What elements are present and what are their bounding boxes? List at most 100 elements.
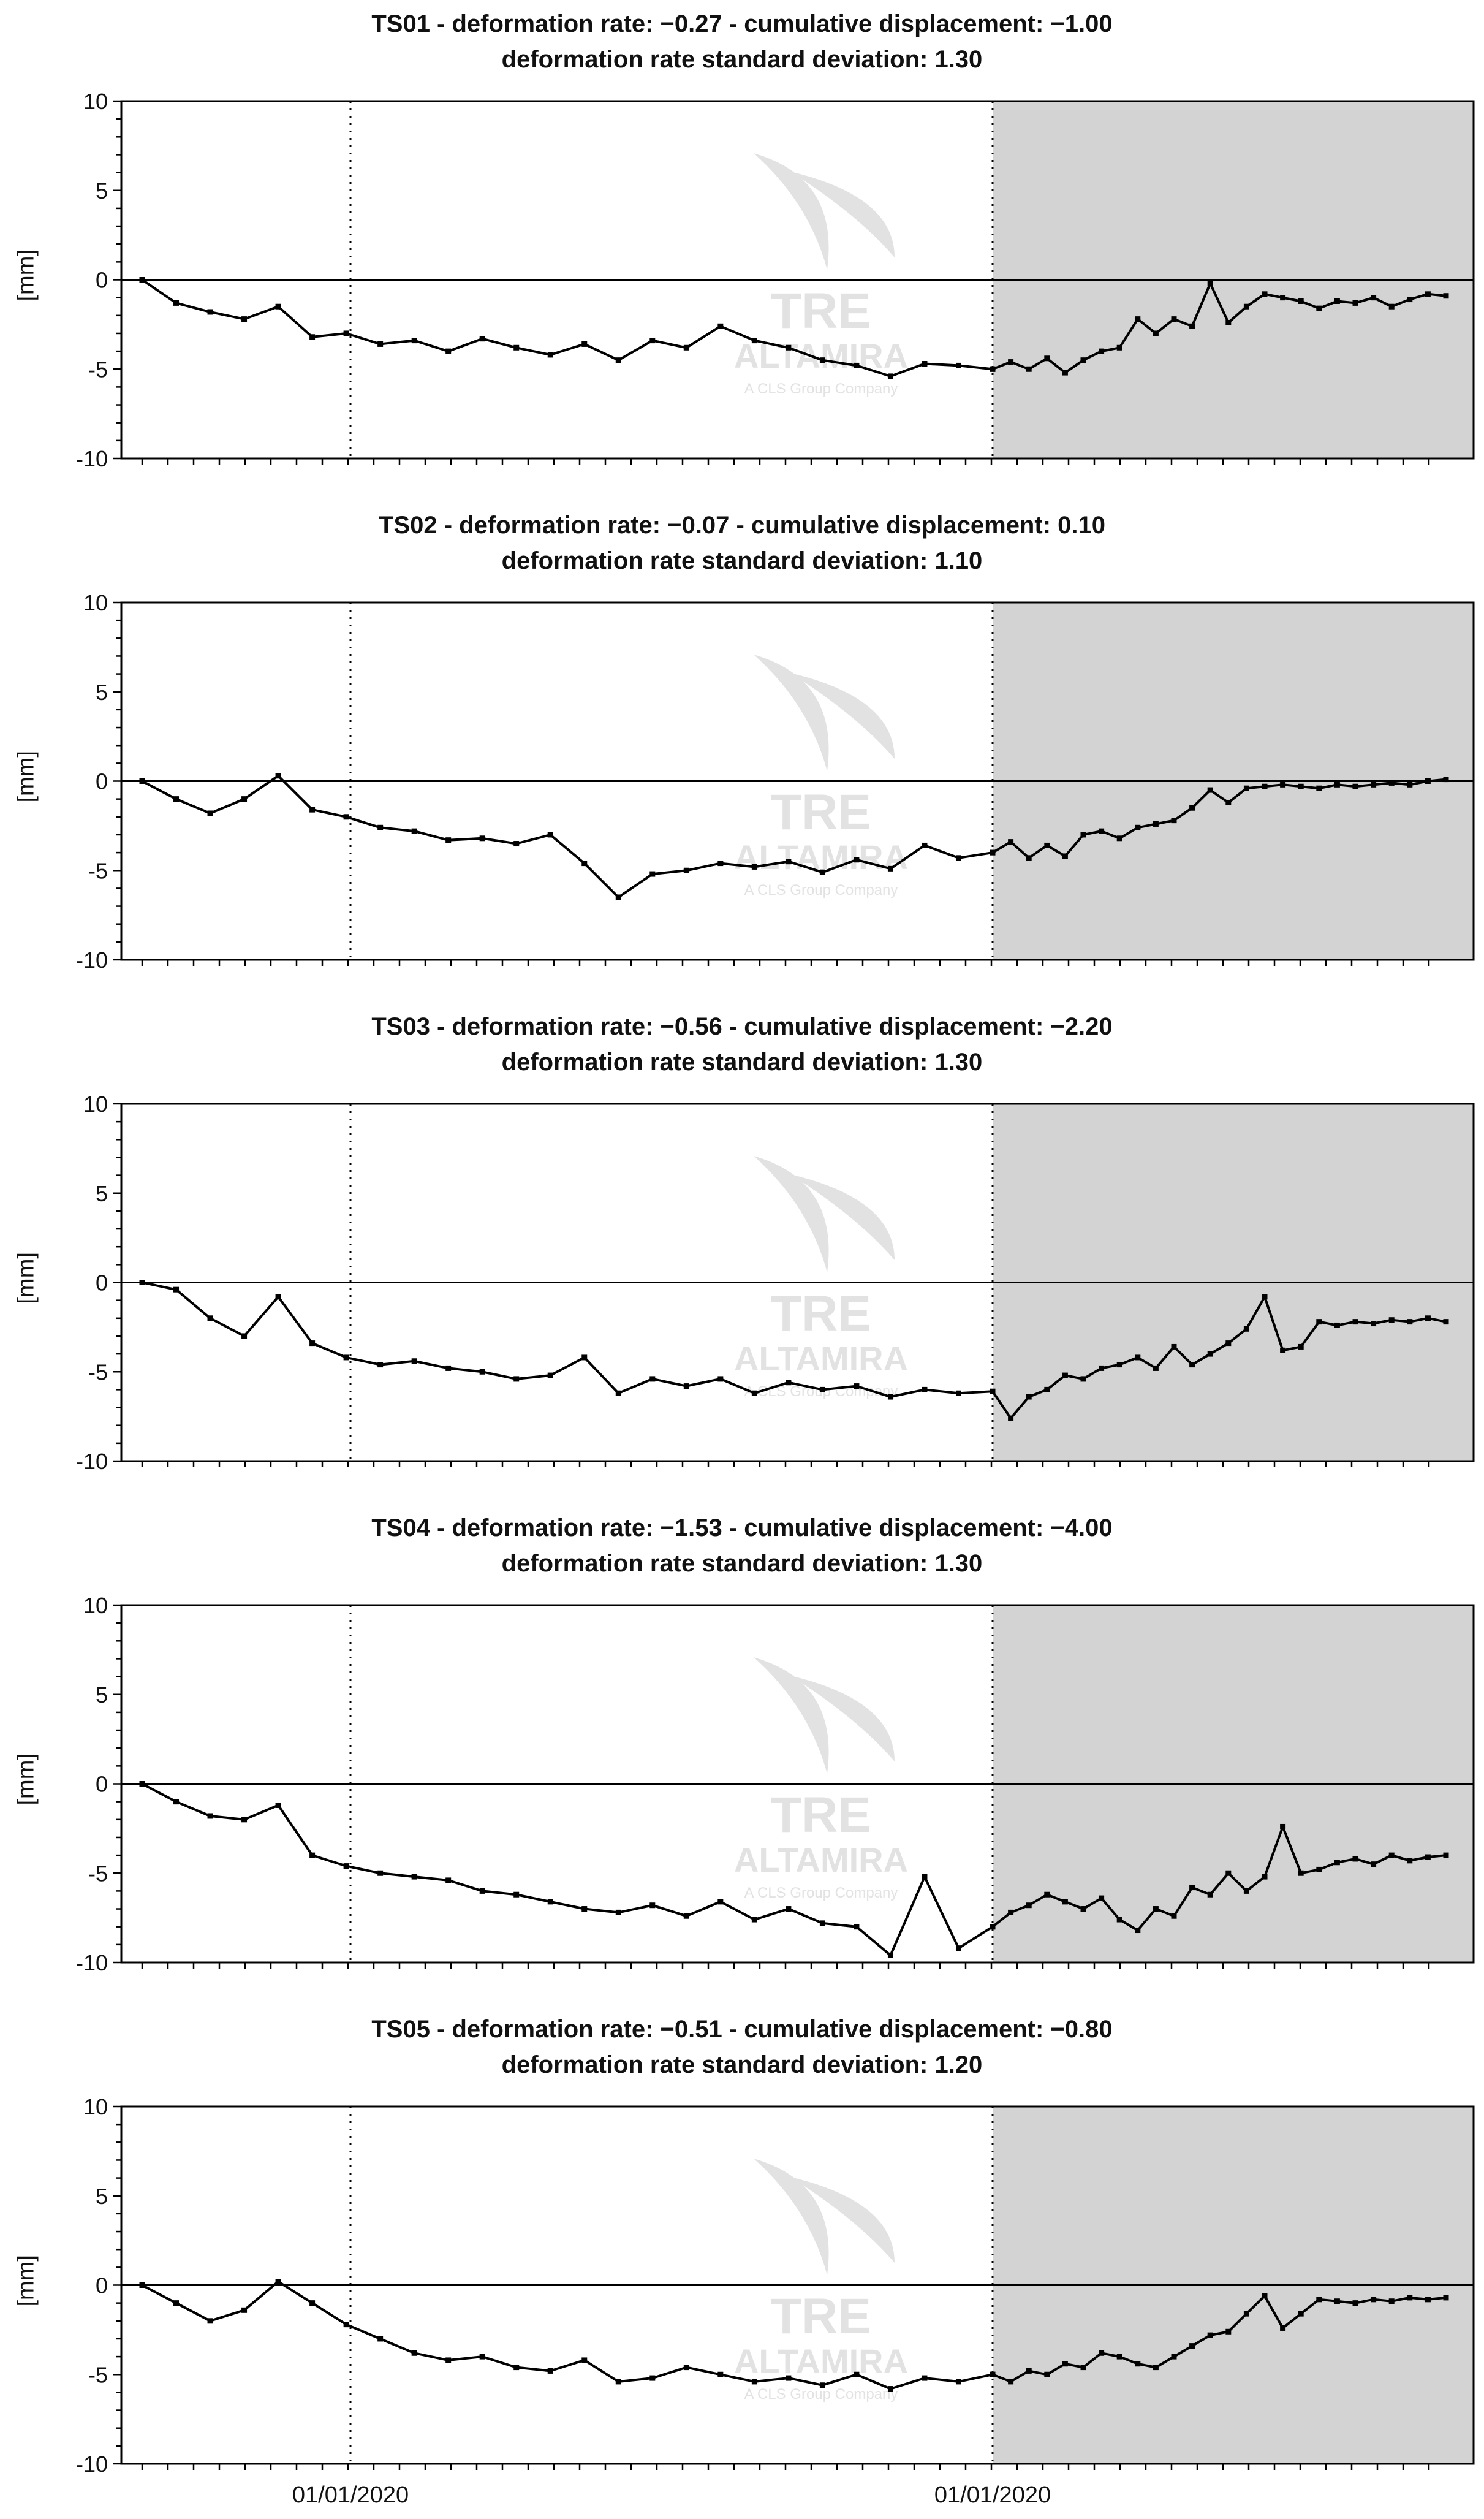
- watermark-tagline: A CLS Group Company: [744, 2386, 898, 2403]
- series-period-2-point: [1062, 2361, 1068, 2367]
- series-period-2-point: [990, 1388, 996, 1394]
- series-period-1-point: [717, 323, 724, 329]
- series-period-1-point: [241, 796, 248, 802]
- series-period-1-point: [445, 1877, 452, 1883]
- series-period-2-point: [1116, 344, 1122, 351]
- series-period-1-point: [207, 1813, 213, 1819]
- series-period-2-point: [1371, 781, 1377, 788]
- series-period-1-point: [581, 861, 588, 867]
- series-period-1-point: [343, 814, 349, 820]
- series-period-2-point: [1099, 828, 1105, 834]
- series-period-2-point: [1099, 1895, 1105, 1901]
- series-period-2-line: [991, 1825, 1447, 1932]
- y-tick-label: 10: [83, 1593, 108, 1618]
- series-period-1-point: [343, 1863, 349, 1869]
- series-period-1-point: [377, 1362, 384, 1368]
- series-period-2-point: [1171, 818, 1177, 824]
- series-period-2-point: [1135, 316, 1141, 322]
- series-period-2-point: [1298, 1343, 1304, 1350]
- series-period-1-point: [513, 2365, 520, 2371]
- watermark-subtitle: ALTAMIRA: [734, 1841, 908, 1879]
- watermark-swoosh: [790, 172, 895, 257]
- y-tick-label: 10: [83, 89, 108, 114]
- series-period-1-point: [581, 1906, 588, 1912]
- chart-panel-5: TS05 - deformation rate: −0.51 - cumulat…: [0, 2005, 1484, 2507]
- series-period-1-point: [275, 1802, 281, 1808]
- series-period-2-point: [1352, 300, 1358, 306]
- series-period-2-point: [1135, 2361, 1141, 2367]
- series-period-2-point: [1334, 1322, 1340, 1328]
- chart-panel-4: TS04 - deformation rate: −1.53 - cumulat…: [0, 1504, 1484, 2005]
- series-period-1-point: [819, 1920, 825, 1926]
- series-period-1-point: [309, 1852, 316, 1858]
- series-period-2-point: [1225, 799, 1232, 805]
- series-period-1-point: [922, 1386, 928, 1392]
- watermark-swoosh: [790, 1676, 895, 1761]
- series-period-1-point: [139, 277, 145, 283]
- series-period-1-point: [173, 1799, 180, 1805]
- series-period-2-point: [1280, 2325, 1286, 2331]
- series-period-2-point: [1207, 787, 1213, 793]
- series-period-1-point: [275, 1294, 281, 1300]
- series-period-1-line: [141, 278, 993, 378]
- chart-title: TS03 - deformation rate: −0.56 - cumulat…: [371, 1013, 1113, 1040]
- series-period-2-point: [1008, 1415, 1014, 1421]
- series-period-2-point: [1044, 842, 1050, 848]
- series-period-2-point: [1225, 1340, 1232, 1347]
- watermark-title: TRE: [771, 2289, 871, 2344]
- series-period-2-point: [1334, 781, 1340, 788]
- series-period-2-point: [1171, 1913, 1177, 1919]
- series-period-2-point: [1225, 1870, 1232, 1876]
- series-period-1-point: [411, 828, 417, 834]
- series-period-2-point: [1044, 355, 1050, 362]
- series-period-2-point: [990, 366, 996, 372]
- series-period-1-point: [717, 861, 724, 867]
- y-tick-label: -5: [88, 1861, 108, 1886]
- series-period-2-point: [1062, 853, 1068, 859]
- series-period-1-point: [547, 832, 553, 838]
- chart-subtitle: deformation rate standard deviation: 1.3…: [501, 1550, 983, 1577]
- series-period-2-point: [1044, 1891, 1050, 1898]
- series-period-1-point: [887, 2386, 893, 2392]
- series-period-2-point: [990, 2371, 996, 2377]
- series-period-1-point: [786, 1380, 792, 1386]
- series-period-1-point: [955, 1945, 961, 1951]
- series-period-1-point: [819, 2382, 825, 2388]
- series-period-1-point: [241, 1333, 248, 1339]
- series-period-1-point: [649, 1376, 656, 1382]
- watermark-tagline: A CLS Group Company: [744, 1885, 898, 1901]
- series-period-1-point: [683, 2365, 689, 2371]
- series-period-1-point: [819, 1386, 825, 1392]
- chart-panel-3: TS03 - deformation rate: −0.56 - cumulat…: [0, 1003, 1484, 1504]
- series-period-1-point: [377, 1870, 384, 1876]
- series-period-1-point: [615, 357, 621, 363]
- series-period-1-point: [786, 344, 792, 351]
- series-period-2-point: [1443, 2295, 1449, 2301]
- series-period-2-point: [1443, 1319, 1449, 1325]
- series-period-1-point: [479, 1369, 485, 1375]
- watermark-swoosh: [754, 2159, 829, 2275]
- y-tick-label: 5: [96, 680, 108, 705]
- series-period-1-point: [547, 1372, 553, 1378]
- series-period-2-point: [1443, 293, 1449, 299]
- series-period-2-point: [1407, 2295, 1413, 2301]
- series-period-2-point: [1316, 785, 1322, 791]
- series-period-1-point: [615, 1390, 621, 1396]
- series-period-2-point: [1425, 1854, 1431, 1860]
- series-period-2-point: [1280, 295, 1286, 301]
- series-period-1-point: [343, 1354, 349, 1361]
- series-period-1-point: [139, 778, 145, 784]
- series-period-2-point: [1062, 1899, 1068, 1905]
- series-period-2-point: [1026, 366, 1032, 372]
- series-period-1-point: [887, 1952, 893, 1958]
- series-period-2-point: [1153, 1906, 1159, 1912]
- y-tick-label: 0: [96, 769, 108, 794]
- y-tick-label: -5: [88, 858, 108, 883]
- series-period-1-point: [786, 2375, 792, 2381]
- series-period-1-point: [922, 1874, 928, 1880]
- series-period-2-point: [1388, 2298, 1395, 2304]
- series-period-1-point: [751, 1917, 757, 1923]
